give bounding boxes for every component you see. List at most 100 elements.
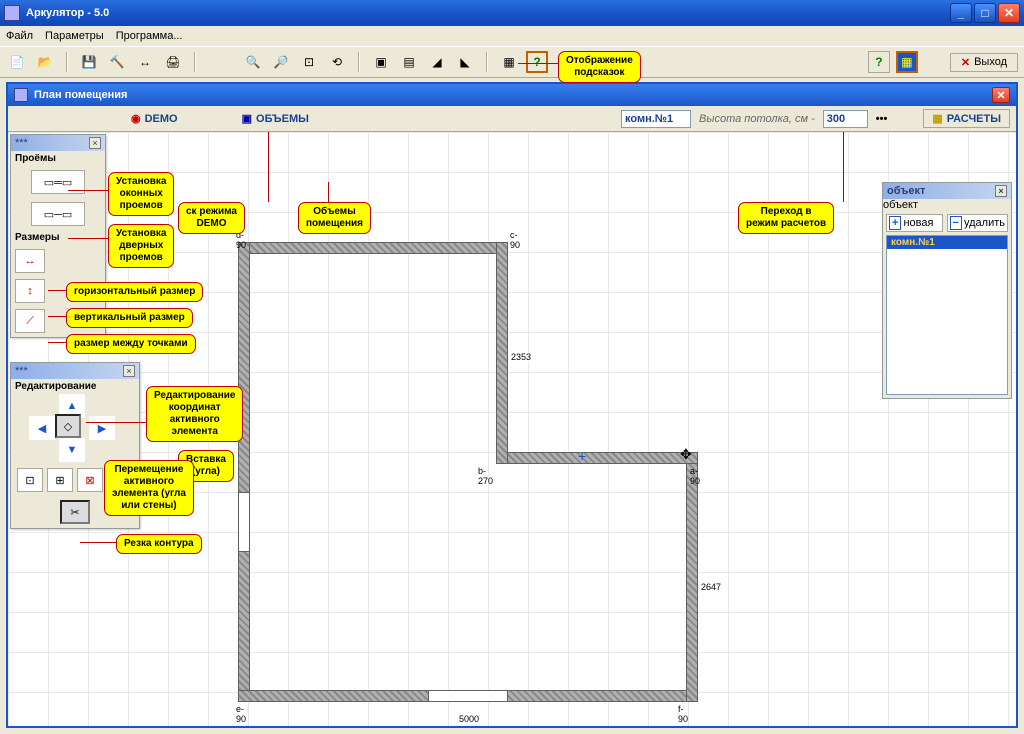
calc-mode-icon[interactable]: ▦ <box>896 51 918 73</box>
demo-label: DEMO <box>145 113 178 125</box>
zoom-reset-icon[interactable]: ⟲ <box>326 51 348 73</box>
plan-window: План помещения ✕ ◉ DEMO ▣ ОБЪЕМЫ Высота … <box>6 82 1018 728</box>
app-title: Аркулятор - 5.0 <box>26 7 109 19</box>
edit-c-icon[interactable]: ⊠ <box>77 468 103 492</box>
menu-file[interactable]: Файл <box>6 30 33 42</box>
main-toolbar: 📄 📂 💾 🔨 ↔ 🖨 🔍 🔎 ⊡ ⟲ ▣ ▤ ◢ ◣ ▦ ? ? ▦ ✕ Вы… <box>0 46 1024 78</box>
tb-ruler-icon[interactable]: ↔ <box>134 51 156 73</box>
help-hints-icon[interactable]: ? <box>526 51 548 73</box>
mirror-h-icon[interactable]: ◢ <box>426 51 448 73</box>
callout-vsize: вертикальный размер <box>66 308 193 328</box>
editing-label: Редактирование <box>11 379 139 394</box>
exit-label: Выход <box>974 56 1007 68</box>
menu-params[interactable]: Параметры <box>45 30 104 42</box>
object-panel: объект × объект +новая −удалить комн.№1 <box>882 182 1012 399</box>
node-e: e-90 <box>236 704 246 724</box>
callout-cut: Резка контура <box>116 534 202 554</box>
openings-label: Проёмы <box>11 151 105 166</box>
volumes-icon: ▣ <box>242 112 252 125</box>
callout-hints: Отображение подсказок <box>558 51 641 83</box>
edit-center-icon[interactable]: ◇ <box>55 414 81 438</box>
calc-label: РАСЧЕТЫ <box>947 113 1001 125</box>
object-title: объект <box>887 185 925 197</box>
tb-open-icon[interactable]: 📂 <box>34 51 56 73</box>
ceiling-input[interactable] <box>823 110 868 128</box>
demo-icon: ◉ <box>131 112 141 125</box>
callout-demo: ск режима DEMO <box>178 202 245 234</box>
plus-icon: + <box>889 216 901 230</box>
hsize-icon[interactable]: ↔ <box>15 249 45 273</box>
dim-2647: 2647 <box>700 582 722 592</box>
move-handle-icon[interactable]: ✥ <box>680 446 692 463</box>
edit-a-icon[interactable]: ⊡ <box>17 468 43 492</box>
tb-save-icon[interactable]: 💾 <box>78 51 100 73</box>
vsize-icon[interactable]: ↕ <box>15 279 45 303</box>
app-icon <box>4 5 20 21</box>
tb-hammer-icon[interactable]: 🔨 <box>106 51 128 73</box>
minus-icon: − <box>950 216 962 230</box>
calc-icon: ▦ <box>932 112 942 125</box>
plan-icon <box>14 88 28 102</box>
arrow-right-icon[interactable]: ▶ <box>89 416 115 440</box>
arrow-down-icon[interactable]: ▼ <box>59 438 85 462</box>
plan-toolbar: ◉ DEMO ▣ ОБЪЕМЫ Высота потолка, см - •••… <box>8 106 1016 132</box>
arrow-left-icon[interactable]: ◀ <box>29 416 55 440</box>
object-del-button[interactable]: −удалить <box>947 214 1008 232</box>
plan-title: План помещения <box>34 89 127 101</box>
panel2-close-icon[interactable]: × <box>123 365 135 377</box>
object-list[interactable]: комн.№1 <box>886 235 1008 395</box>
tb-new-icon[interactable]: 📄 <box>6 51 28 73</box>
door-opening-icon[interactable]: ▭─▭ <box>31 202 85 226</box>
panel1-close-icon[interactable]: × <box>89 137 101 149</box>
menu-program[interactable]: Программа... <box>116 30 183 42</box>
layer2-icon[interactable]: ▤ <box>398 51 420 73</box>
node-c: c-90 <box>510 230 520 250</box>
window-tile-icon[interactable]: ▦ <box>498 51 520 73</box>
crosshair-icon: + <box>578 448 586 464</box>
psize-icon[interactable]: ⟋ <box>15 309 45 333</box>
callout-psize: размер между точками <box>66 334 196 354</box>
help2-icon[interactable]: ? <box>868 51 890 73</box>
calc-button[interactable]: ▦ РАСЧЕТЫ <box>923 109 1010 128</box>
node-f: f-90 <box>678 704 688 724</box>
callout-edit-coord: Редактирование координат активного элеме… <box>146 386 243 442</box>
canvas[interactable]: d-90 c-90 b-270 a-90 e-90 f-90 2353 2647… <box>8 132 1016 726</box>
exit-button[interactable]: ✕ Выход <box>950 53 1018 72</box>
more-icon[interactable]: ••• <box>876 113 888 125</box>
zoom-fit-icon[interactable]: ⊡ <box>298 51 320 73</box>
mirror-v-icon[interactable]: ◣ <box>454 51 476 73</box>
callout-door-open: Установка дверных проемов <box>108 224 174 268</box>
main-titlebar: Аркулятор - 5.0 _ □ ✕ <box>0 0 1024 26</box>
zoom-in-icon[interactable]: 🔍 <box>242 51 264 73</box>
edit-b-icon[interactable]: ⊞ <box>47 468 73 492</box>
object-new-button[interactable]: +новая <box>886 214 943 232</box>
list-item[interactable]: комн.№1 <box>887 236 1007 249</box>
ceiling-label: Высота потолка, см - <box>699 113 815 125</box>
cut-contour-icon[interactable]: ✂ <box>60 500 90 524</box>
object-del-label: удалить <box>964 217 1005 229</box>
plan-titlebar: План помещения ✕ <box>8 84 1016 106</box>
object-close-icon[interactable]: × <box>995 185 1007 197</box>
demo-button[interactable]: ◉ DEMO <box>122 109 187 128</box>
exit-x-icon: ✕ <box>961 56 970 69</box>
callout-hsize: горизонтальный размер <box>66 282 203 302</box>
room-name-input[interactable] <box>621 110 691 128</box>
node-b: b-270 <box>478 466 493 486</box>
callout-calc: Переход в режим расчетов <box>738 202 834 234</box>
object-section: объект <box>883 199 1011 211</box>
callout-line <box>518 63 558 64</box>
callout-move: Перемещение активного элемента (угла или… <box>104 460 194 516</box>
zoom-out-icon[interactable]: 🔎 <box>270 51 292 73</box>
maximize-button[interactable]: □ <box>974 3 996 23</box>
plan-close-button[interactable]: ✕ <box>992 87 1010 103</box>
volumes-button[interactable]: ▣ ОБЪЕМЫ <box>233 109 318 128</box>
layer1-icon[interactable]: ▣ <box>370 51 392 73</box>
minimize-button[interactable]: _ <box>950 3 972 23</box>
callout-volumes: Объемы помещения <box>298 202 371 234</box>
callout-window-open: Установка оконных проемов <box>108 172 174 216</box>
menubar: Файл Параметры Программа... <box>0 26 1024 46</box>
dim-2353: 2353 <box>510 352 532 362</box>
close-button[interactable]: ✕ <box>998 3 1020 23</box>
tb-print-icon[interactable]: 🖨 <box>162 51 184 73</box>
dim-5000: 5000 <box>458 714 480 724</box>
